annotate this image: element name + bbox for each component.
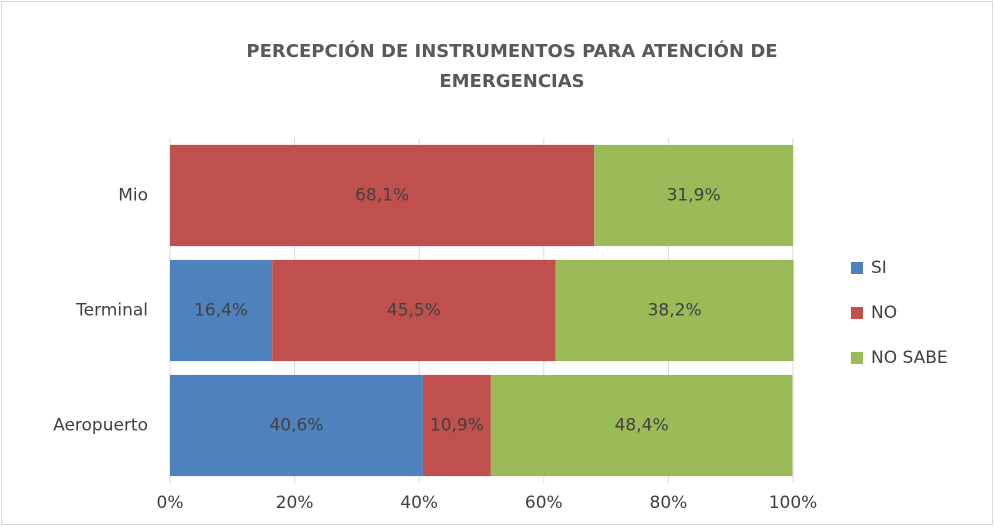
chart-title: PERCEPCIÓN DE INSTRUMENTOS PARA ATENCIÓN… [246, 40, 777, 62]
bar-segment [170, 374, 423, 477]
data-label: 38,2% [648, 301, 702, 321]
data-label: 68,1% [355, 186, 409, 206]
bar-segment [422, 374, 491, 477]
data-label: 48,4% [615, 416, 669, 436]
x-tick-label: 80% [650, 493, 688, 513]
data-label: 16,4% [194, 301, 248, 321]
chart-title: EMERGENCIAS [439, 71, 584, 92]
y-tick-label: Aeropuerto [53, 416, 148, 436]
legend-label: NO SABE [871, 348, 948, 368]
legend-swatch [851, 307, 863, 319]
legend-swatch [851, 262, 863, 274]
y-tick-label: Mio [118, 186, 148, 206]
y-tick-label: Terminal [75, 301, 148, 321]
bar-segment [555, 259, 794, 362]
data-label: 31,9% [667, 186, 721, 206]
data-label: 10,9% [430, 416, 484, 436]
x-tick-label: 40% [400, 493, 438, 513]
legend-swatch [851, 352, 863, 364]
x-tick-label: 60% [525, 493, 563, 513]
x-tick-label: 20% [276, 493, 314, 513]
bar-segment [170, 144, 595, 247]
data-label: 40,6% [269, 416, 323, 436]
bar-segment [594, 144, 793, 247]
x-tick-label: 0% [157, 493, 184, 513]
bar-segment [272, 259, 556, 362]
bar-segment [490, 374, 793, 477]
data-label: 45,5% [387, 301, 441, 321]
bar-segment [170, 259, 273, 362]
legend-label: NO [871, 303, 897, 323]
legend-label: SI [871, 258, 887, 278]
x-tick-label: 100% [769, 493, 818, 513]
